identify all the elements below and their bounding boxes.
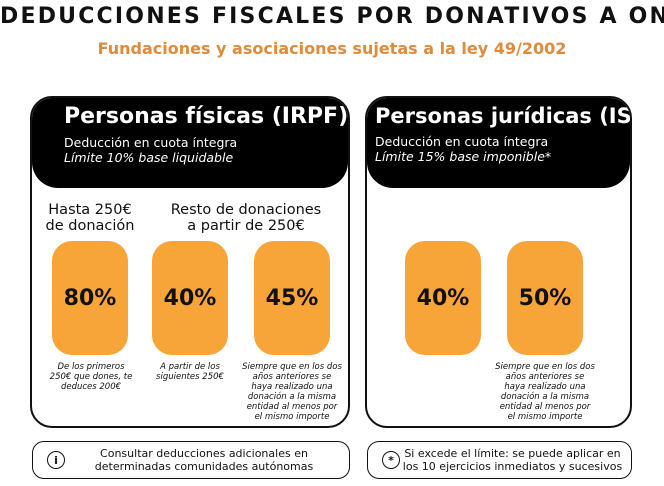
limit-excess-note: * Si excede el límite: se puede aplicar … (367, 441, 632, 479)
is-deduction-text: Deducción en cuota íntegra (375, 134, 549, 149)
irpf-col2-heading-line1: Resto de donaciones (170, 202, 322, 218)
page-subtitle: Fundaciones y asociaciones sujetas a la … (97, 39, 567, 58)
is-pct-40: 40% (405, 241, 481, 355)
irpf-note-3: Siempre que en los dos años anteriores s… (242, 362, 342, 422)
irpf-col2-heading: Resto de donaciones a partir de 250€ (156, 202, 336, 234)
irpf-note-2: A partir de los siguientes 250€ (156, 362, 224, 382)
irpf-card-header: Personas físicas (IRPF) Deducción en cuo… (32, 98, 348, 188)
irpf-col2-heading-line2: a partir de 250€ (187, 218, 305, 234)
irpf-deduction-text: Deducción en cuota íntegra (64, 135, 238, 150)
is-limit-text: Límite 15% base imponible* (375, 149, 552, 164)
irpf-pct-80: 80% (52, 241, 128, 355)
irpf-limit-text: Límite 10% base liquidable (64, 150, 234, 165)
irpf-col1-heading-line2: de donación (45, 218, 135, 234)
asterisk-icon: * (382, 451, 400, 469)
regional-deductions-note: i Consultar deducciones adicionales en d… (32, 441, 350, 479)
irpf-title: Personas físicas (IRPF) (64, 104, 349, 129)
irpf-pct-45: 45% (254, 241, 330, 355)
irpf-col1-heading-line1: Hasta 250€ (48, 202, 132, 218)
irpf-pct-40: 40% (152, 241, 228, 355)
page-title: DEDUCCIONES FISCALES POR DONATIVOS A ONG (0, 4, 664, 29)
is-note-2: Siempre que en los dos años anteriores s… (495, 362, 595, 422)
regional-deductions-text: Consultar deducciones adicionales en det… (94, 447, 314, 473)
is-pct-50: 50% (507, 241, 583, 355)
info-icon: i (47, 451, 65, 469)
limit-excess-text: Si excede el límite: se puede aplicar en… (402, 447, 623, 473)
irpf-col1-heading: Hasta 250€ de donación (38, 202, 142, 234)
is-card: Personas jurídicas (IS) Deducción en cuo… (365, 96, 632, 428)
is-card-header: Personas jurídicas (IS) Deducción en cuo… (367, 98, 630, 188)
irpf-card: Personas físicas (IRPF) Deducción en cuo… (30, 96, 350, 428)
is-title: Personas jurídicas (IS) (375, 104, 632, 128)
irpf-note-1: De los primeros 250€ que dones, te deduc… (49, 362, 133, 392)
